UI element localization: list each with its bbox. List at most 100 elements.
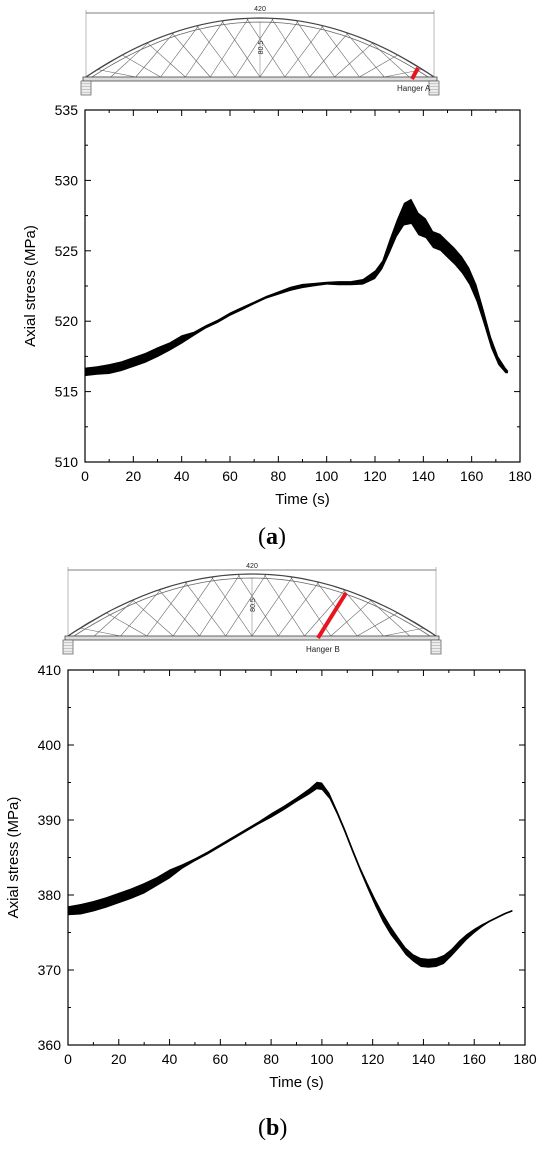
x-axis-title: Time (s)	[275, 491, 329, 508]
x-tick-label: 0	[81, 468, 89, 484]
figure-a: 420 80.5 Hanger A 0 20 40 60 80 100 120 140 160 180 5…	[22, 6, 532, 508]
arch-top-chord	[67, 573, 437, 637]
x-tick-label: 100	[315, 468, 339, 484]
y-tick-label: 370	[38, 962, 62, 978]
x-tick-label: 20	[111, 1051, 127, 1067]
y-tick-label: 520	[55, 313, 79, 329]
hanger-line	[296, 20, 335, 78]
chart: 0 20 40 60 80 100 120 140 160 180 510 515 520 525 530 5…	[22, 102, 532, 508]
hanger-line	[160, 25, 200, 78]
y-tick-label: 410	[38, 662, 62, 678]
hanger-line	[106, 612, 148, 637]
hanger-line	[356, 612, 398, 637]
y-tick-label: 525	[55, 243, 79, 259]
hanger-line	[135, 32, 175, 78]
hanger-line	[211, 576, 253, 637]
hanger-line	[97, 69, 136, 78]
support-right	[428, 80, 440, 96]
hanger-line	[278, 581, 320, 637]
support-left	[62, 639, 74, 655]
hanger-line	[120, 588, 162, 637]
x-tick-label: 160	[463, 1051, 487, 1067]
bridge-diagram: 420 80.5 Hanger A	[80, 6, 440, 96]
hanger-line	[246, 18, 286, 78]
bridge-deck	[82, 76, 438, 82]
hanger-line	[185, 20, 224, 78]
x-tick-label: 60	[213, 1051, 229, 1067]
hanger-line	[334, 42, 374, 78]
plot-frame	[67, 669, 526, 1046]
x-tick-label: 60	[222, 468, 238, 484]
hanger-line	[284, 25, 324, 78]
x-tick-label: 80	[271, 468, 287, 484]
x-tick-label: 140	[412, 468, 436, 484]
rise-label: 80.5	[250, 598, 257, 612]
hanger-line	[132, 599, 174, 637]
hanger-line	[383, 627, 424, 637]
y-tick-label: 510	[55, 454, 79, 470]
y-tick-label: 535	[55, 102, 79, 118]
x-tick-label: 140	[412, 1051, 436, 1067]
hanger-line	[221, 20, 261, 78]
x-tick-label: 80	[263, 1051, 279, 1067]
hanger-line	[171, 32, 211, 78]
hanger-line	[122, 54, 161, 78]
chart: 0 20 40 60 80 100 120 140 160 180 360 370 380 390 400 4…	[5, 662, 537, 1091]
x-tick-label: 40	[174, 468, 190, 484]
y-tick-label: 360	[38, 1037, 62, 1053]
panel-label-b: (b)	[258, 1115, 288, 1141]
hanger-line	[320, 25, 360, 78]
x-tick-label: 100	[310, 1051, 334, 1067]
hanger-line	[225, 574, 267, 637]
hanger-line	[369, 598, 410, 637]
series-band	[68, 781, 513, 968]
hanger-line	[263, 574, 305, 637]
panel-a: 420 80.5 Hanger A 0 20 40 60 80 100 120 140 160 180 5…	[0, 0, 550, 560]
hanger-line	[172, 576, 214, 637]
hanger-line	[237, 574, 279, 637]
span-label: 420	[246, 563, 258, 570]
hanger-line	[158, 589, 200, 637]
x-tick-label: 180	[513, 1051, 537, 1067]
y-tick-label: 515	[55, 384, 79, 400]
y-axis-title: Axial stress (MPa)	[5, 797, 22, 919]
support-left	[80, 80, 92, 96]
hanger-line	[370, 41, 410, 78]
bridge-diagram: 420 80.5 Hanger B	[62, 563, 442, 655]
arch-top-chord	[85, 17, 435, 78]
hanger-line	[196, 25, 236, 78]
hanger-line	[309, 32, 349, 78]
figure-b: 420 80.5 Hanger B 0 20 40 60 80 100 120 140 160 180 3…	[5, 563, 537, 1091]
hanger-line	[345, 32, 385, 78]
hanger-line	[259, 20, 299, 78]
y-tick-label: 530	[55, 172, 79, 188]
series-line	[84, 210, 509, 373]
x-tick-label: 0	[64, 1051, 72, 1067]
hanger-label: Hanger A	[397, 84, 431, 93]
bridge-deck	[64, 635, 440, 641]
y-tick-label: 390	[38, 812, 62, 828]
x-tick-label: 120	[363, 468, 387, 484]
hanger-line	[80, 627, 121, 637]
x-tick-label: 40	[162, 1051, 178, 1067]
panel-label-a: (a)	[258, 524, 286, 550]
y-axis-title: Axial stress (MPa)	[22, 225, 39, 347]
x-tick-label: 160	[460, 468, 484, 484]
highlighted-hanger	[410, 67, 420, 80]
hanger-line	[184, 581, 226, 637]
y-tick-label: 380	[38, 887, 62, 903]
x-tick-label: 20	[126, 468, 142, 484]
hanger-line	[234, 18, 274, 78]
panel-b: 420 80.5 Hanger B 0 20 40 60 80 100 120 140 160 180 3…	[0, 560, 550, 1156]
hanger-line	[271, 18, 310, 78]
hanger-line	[210, 18, 249, 78]
hanger-line	[146, 581, 188, 637]
hanger-line	[146, 42, 186, 78]
hanger-line	[342, 588, 384, 637]
hanger-line	[330, 599, 372, 637]
hanger-label: Hanger B	[306, 645, 340, 654]
y-tick-label: 400	[38, 737, 62, 753]
hanger-line	[199, 574, 241, 637]
span-label: 420	[254, 6, 266, 13]
highlighted-hanger	[316, 591, 348, 640]
